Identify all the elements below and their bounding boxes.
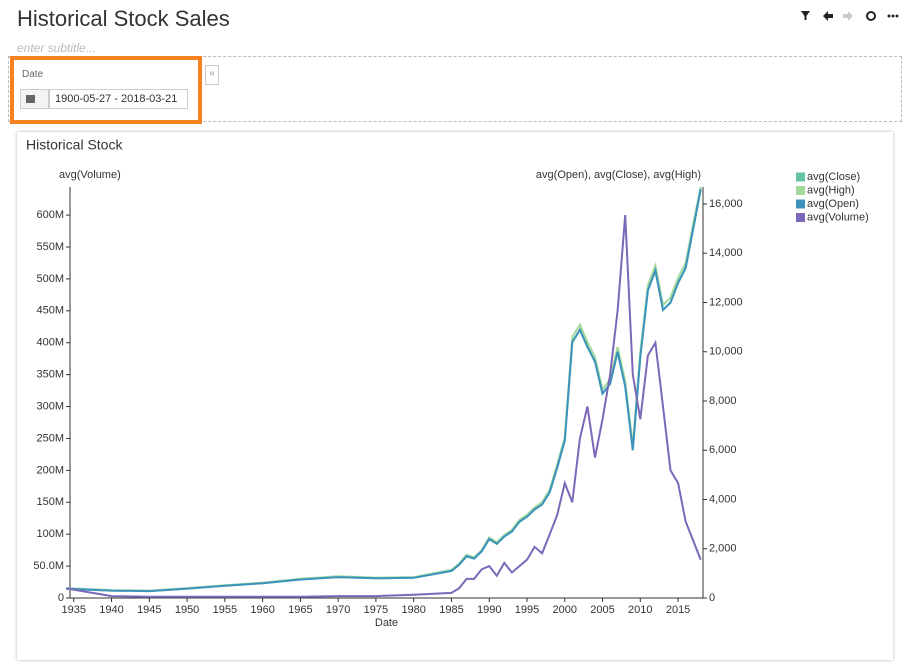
dashboard-title[interactable]: Historical Stock Sales [17, 6, 230, 31]
x-tick-label: 1960 [250, 604, 274, 616]
legend-label: avg(Open) [807, 198, 859, 210]
legend-label: avg(Close) [807, 171, 860, 183]
legend-swatch [796, 186, 805, 195]
legend-swatch [796, 213, 805, 222]
y-tick-label: 50.0M [33, 560, 64, 572]
x-tick-label: 1955 [213, 604, 237, 616]
legend-swatch [796, 199, 805, 209]
x-tick-label: 1995 [515, 604, 539, 616]
y2-axis-label: avg(Open), avg(Close), avg(High) [536, 169, 701, 181]
y-axis-label: avg(Volume) [59, 169, 121, 181]
y2-tick-label: 2,000 [709, 543, 737, 555]
x-tick-label: 1970 [326, 604, 350, 616]
y2-tick-label: 10,000 [709, 346, 743, 358]
y-tick-label: 150M [36, 496, 64, 508]
date-range-input[interactable]: 1900-05-27 - 2018-03-21 [49, 89, 188, 109]
y2-tick-label: 12,000 [709, 296, 743, 308]
y-tick-label: 400M [36, 337, 64, 349]
y2-tick-label: 16,000 [709, 198, 743, 210]
x-tick-label: 1940 [99, 604, 123, 616]
y-tick-label: 0 [58, 592, 64, 604]
subtitle[interactable]: enter subtitle... [17, 41, 96, 55]
back-icon[interactable] [823, 11, 833, 21]
y2-tick-label: 0 [709, 592, 715, 604]
y-tick-label: 550M [36, 241, 64, 253]
x-tick-label: 1965 [288, 604, 312, 616]
y2-tick-label: 4,000 [709, 493, 737, 505]
highlight [10, 56, 202, 124]
x-axis-label: Date [375, 617, 398, 629]
y-tick-label: 300M [36, 400, 64, 412]
x-tick-label: 1990 [477, 604, 501, 616]
y2-tick-label: 14,000 [709, 247, 743, 259]
line-series [66, 189, 702, 593]
x-tick-label: 1980 [401, 604, 425, 616]
x-tick-label: 2010 [628, 604, 652, 616]
legend-swatch [796, 172, 805, 182]
y-tick-label: 500M [36, 273, 64, 285]
y-tick-label: 600M [36, 209, 64, 221]
x-tick-label: 1950 [175, 604, 199, 616]
toolbar: Historical Stock [26, 11, 899, 153]
y-tick-label: 100M [36, 528, 64, 540]
calendar-icon [26, 95, 35, 103]
more-icon[interactable] [887, 14, 891, 18]
y-tick-label: 350M [36, 369, 64, 381]
x-tick-label: 2005 [590, 604, 614, 616]
x-tick-label: 1935 [62, 604, 86, 616]
filter-area [8, 56, 902, 122]
line-series [66, 215, 702, 598]
x-tick-label: 1985 [439, 604, 463, 616]
y2-tick-label: 8,000 [709, 395, 737, 407]
x-tick-label: 1975 [364, 604, 388, 616]
chart-title: Historical Stock [26, 137, 123, 153]
y-tick-label: 200M [36, 464, 64, 476]
filter-label: Date [22, 69, 44, 80]
chart-panel [17, 132, 893, 660]
y-tick-label: 250M [36, 432, 64, 444]
collapse-button[interactable]: « [205, 65, 219, 85]
x-tick-label: 2015 [666, 604, 690, 616]
y2-tick-label: 6,000 [709, 444, 737, 456]
legend-label: avg(Volume) [807, 211, 869, 223]
refresh-icon[interactable] [866, 11, 876, 21]
legend-label: avg(High) [807, 184, 855, 196]
forward-icon[interactable] [843, 11, 853, 21]
y-tick-label: 450M [36, 305, 64, 317]
filter-icon[interactable] [801, 11, 810, 20]
x-tick-label: 1945 [137, 604, 161, 616]
x-tick-label: 2000 [553, 604, 577, 616]
